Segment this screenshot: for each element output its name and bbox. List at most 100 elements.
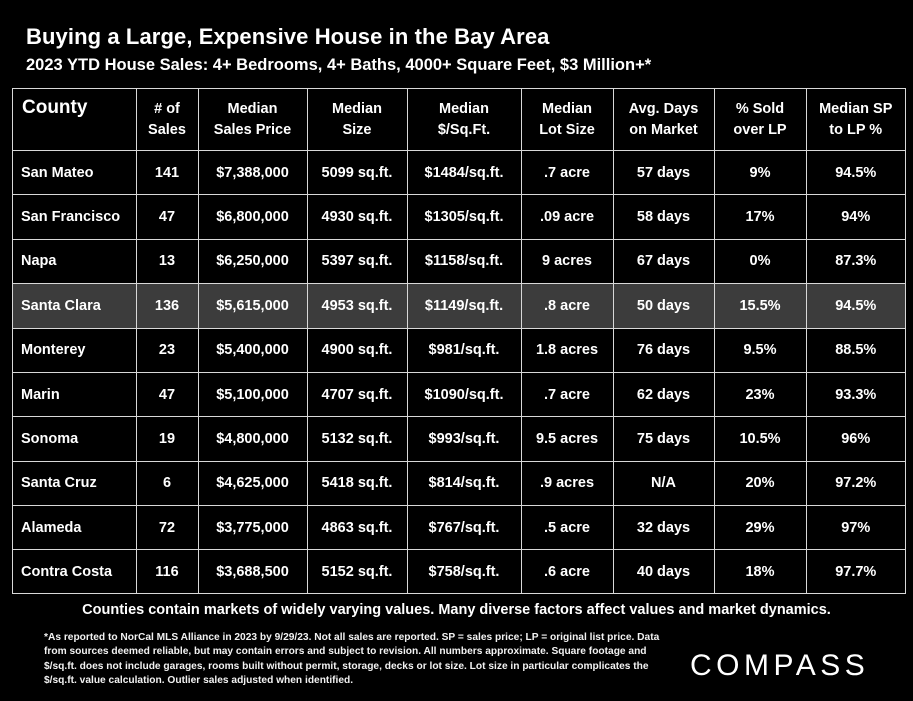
sales-count-cell: 141 xyxy=(136,150,199,196)
median-size-cell: 5132 sq.ft. xyxy=(307,416,408,462)
header-label: on Market xyxy=(629,121,698,138)
price-per-sqft-cell: $993/sq.ft. xyxy=(407,416,522,462)
sold-over-lp-cell: 10.5% xyxy=(714,416,807,462)
header-median-sp-to-lp: Median SP to LP % xyxy=(806,89,905,151)
sales-count-cell: 72 xyxy=(136,505,199,551)
sales-count-cell: 47 xyxy=(136,194,199,240)
county-cell: Napa xyxy=(13,239,137,285)
price-per-sqft-cell: $1149/sq.ft. xyxy=(407,283,522,329)
median-size-cell: 5099 sq.ft. xyxy=(307,150,408,196)
sold-over-lp-cell: 0% xyxy=(714,239,807,285)
table-row: San Mateo 141 $7,388,000 5099 sq.ft. $1484/s… xyxy=(13,150,905,196)
header-label: to LP % xyxy=(829,121,883,138)
compass-logo: COMPASS xyxy=(690,649,870,682)
median-size-cell: 5418 sq.ft. xyxy=(307,461,408,507)
header-label: $/Sq.Ft. xyxy=(437,121,491,138)
price-per-sqft-cell: $1090/sq.ft. xyxy=(407,372,522,418)
lot-size-cell: 1.8 acres xyxy=(521,328,614,373)
days-on-market-cell: N/A xyxy=(613,461,715,507)
header-county: County xyxy=(13,89,137,151)
sold-over-lp-cell: 18% xyxy=(714,549,807,593)
price-per-sqft-cell: $1305/sq.ft. xyxy=(407,194,522,240)
sp-to-lp-cell: 97.2% xyxy=(806,461,905,507)
header-median-price: Median Sales Price xyxy=(198,89,308,151)
table-row: Santa Clara 136 $5,615,000 4953 sq.ft. $1149… xyxy=(13,283,905,329)
sp-to-lp-cell: 94% xyxy=(806,194,905,240)
header-label: Median xyxy=(439,100,489,117)
median-size-cell: 4930 sq.ft. xyxy=(307,194,408,240)
county-cell: San Francisco xyxy=(13,194,137,240)
page-subtitle: 2023 YTD House Sales: 4+ Bedrooms, 4+ Ba… xyxy=(26,56,652,74)
sold-over-lp-cell: 20% xyxy=(714,461,807,507)
sp-to-lp-cell: 88.5% xyxy=(806,328,905,373)
median-size-cell: 4953 sq.ft. xyxy=(307,283,408,329)
table-row: Sonoma 19 $4,800,000 5132 sq.ft. $993/sq.ft.… xyxy=(13,416,905,462)
days-on-market-cell: 50 days xyxy=(613,283,715,329)
sold-over-lp-cell: 15.5% xyxy=(714,283,807,329)
median-price-cell: $3,775,000 xyxy=(198,505,308,551)
lot-size-cell: .7 acre xyxy=(521,372,614,418)
table-row: Marin 47 $5,100,000 4707 sq.ft. $1090/sq.ft.… xyxy=(13,372,905,418)
days-on-market-cell: 32 days xyxy=(613,505,715,551)
sold-over-lp-cell: 17% xyxy=(714,194,807,240)
sold-over-lp-cell: 9% xyxy=(714,150,807,196)
sp-to-lp-cell: 87.3% xyxy=(806,239,905,285)
price-per-sqft-cell: $981/sq.ft. xyxy=(407,328,522,373)
sales-count-cell: 136 xyxy=(136,283,199,329)
median-price-cell: $3,688,500 xyxy=(198,549,308,593)
county-cell: Sonoma xyxy=(13,416,137,462)
sales-table-frame: County # of Sales Median Sales Price Media… xyxy=(12,88,906,594)
median-price-cell: $5,400,000 xyxy=(198,328,308,373)
header-label: County xyxy=(22,97,88,118)
county-cell: Monterey xyxy=(13,328,137,373)
header-label: # of xyxy=(154,100,180,117)
median-size-cell: 4900 sq.ft. xyxy=(307,328,408,373)
sold-over-lp-cell: 29% xyxy=(714,505,807,551)
county-cell: Santa Clara xyxy=(13,283,137,329)
table-row: Alameda 72 $3,775,000 4863 sq.ft. $767/sq.ft… xyxy=(13,505,905,551)
median-size-cell: 5152 sq.ft. xyxy=(307,549,408,593)
header-label: Median xyxy=(227,100,278,117)
header-percent-sold-over-lp: % Sold over LP xyxy=(714,89,807,151)
header-label: Median SP xyxy=(819,100,893,117)
header-label: % Sold xyxy=(735,100,785,117)
header-label: Sales xyxy=(148,121,186,138)
table-row: Napa 13 $6,250,000 5397 sq.ft. $1158/sq.ft. 9… xyxy=(13,239,905,285)
median-price-cell: $4,625,000 xyxy=(198,461,308,507)
table-row: San Francisco 47 $6,800,000 4930 sq.ft. $130… xyxy=(13,194,905,240)
header-label: Median xyxy=(332,100,382,117)
days-on-market-cell: 58 days xyxy=(613,194,715,240)
sales-count-cell: 6 xyxy=(136,461,199,507)
header-label: Sales Price xyxy=(213,121,292,138)
header-label: Size xyxy=(342,121,372,138)
lot-size-cell: 9 acres xyxy=(521,239,614,285)
sales-count-cell: 13 xyxy=(136,239,199,285)
footnote: *As reported to NorCal MLS Alliance in 2… xyxy=(44,632,660,687)
county-cell: Alameda xyxy=(13,505,137,551)
sp-to-lp-cell: 93.3% xyxy=(806,372,905,418)
price-per-sqft-cell: $1484/sq.ft. xyxy=(407,150,522,196)
sold-over-lp-cell: 23% xyxy=(714,372,807,418)
price-per-sqft-cell: $1158/sq.ft. xyxy=(407,239,522,285)
sp-to-lp-cell: 97.7% xyxy=(835,563,877,580)
county-cell: Marin xyxy=(13,372,137,418)
lot-size-cell: .8 acre xyxy=(521,283,614,329)
header-avg-days-on-market: Avg. Days on Market xyxy=(613,89,715,151)
median-size-cell: 4707 sq.ft. xyxy=(307,372,408,418)
sales-table: County # of Sales Median Sales Price Media… xyxy=(13,89,905,593)
median-price-cell: $6,250,000 xyxy=(198,239,308,285)
lot-size-cell: .9 acres xyxy=(521,461,614,507)
sp-to-lp-cell: 94.5% xyxy=(806,150,905,196)
header-sales-count: # of Sales xyxy=(136,89,199,151)
median-price-cell: $5,100,000 xyxy=(198,372,308,418)
median-size-cell: 4863 sq.ft. xyxy=(307,505,408,551)
header-label: Lot Size xyxy=(539,121,595,138)
sold-over-lp-cell: 9.5% xyxy=(714,328,807,373)
sales-count-cell: 23 xyxy=(136,328,199,373)
table-header-row: County # of Sales Median Sales Price Media… xyxy=(13,89,905,151)
header-median-price-per-sqft: Median $/Sq.Ft. xyxy=(407,89,522,151)
sp-to-lp-cell: 97% xyxy=(806,505,905,551)
lot-size-cell: .09 acre xyxy=(521,194,614,240)
lot-size-cell: .6 acre xyxy=(521,549,614,593)
market-note: Counties contain markets of widely varyi… xyxy=(82,602,831,618)
